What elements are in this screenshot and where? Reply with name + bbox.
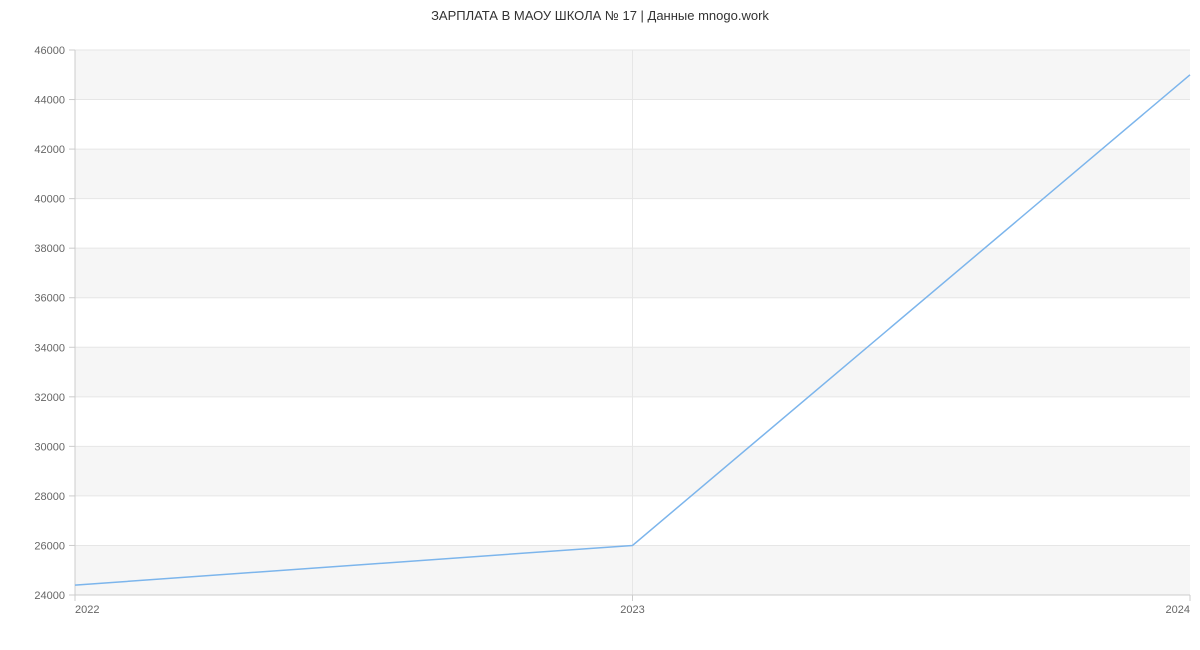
- svg-text:40000: 40000: [34, 194, 65, 206]
- svg-text:34000: 34000: [34, 342, 65, 354]
- svg-text:2023: 2023: [620, 604, 644, 616]
- svg-text:46000: 46000: [34, 45, 65, 57]
- svg-text:30000: 30000: [34, 441, 65, 453]
- svg-text:44000: 44000: [34, 95, 65, 107]
- svg-text:32000: 32000: [34, 392, 65, 404]
- svg-text:24000: 24000: [34, 590, 65, 602]
- svg-text:42000: 42000: [34, 144, 65, 156]
- line-chart: ЗАРПЛАТА В МАОУ ШКОЛА № 17 | Данные mnog…: [0, 0, 1200, 650]
- svg-text:2022: 2022: [75, 604, 99, 616]
- chart-svg: 24000 26000 28000 30000 32000 34000 36000 38000…: [0, 0, 1200, 650]
- svg-text:26000: 26000: [34, 540, 65, 552]
- svg-text:38000: 38000: [34, 243, 65, 255]
- svg-text:2024: 2024: [1166, 604, 1190, 616]
- svg-text:28000: 28000: [34, 491, 65, 503]
- svg-text:36000: 36000: [34, 293, 65, 305]
